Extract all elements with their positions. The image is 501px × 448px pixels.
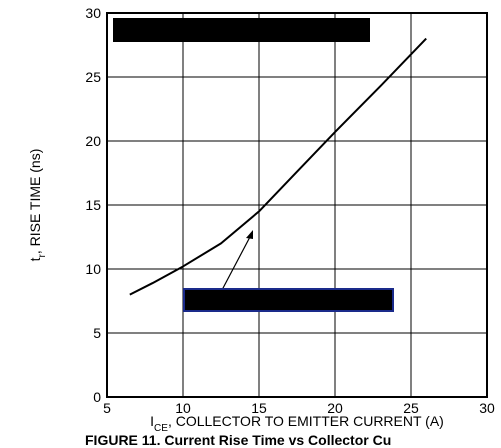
x-axis-label: ICE, COLLECTOR TO EMITTER CURRENT (A) <box>150 413 444 434</box>
y-tick-label: 25 <box>85 69 101 85</box>
caption: FIGURE 11. Current Rise Time vs Collecto… <box>85 432 391 448</box>
x-tick-label: 20 <box>327 400 343 416</box>
grid <box>106 12 488 398</box>
y-label-sub: r <box>37 254 48 258</box>
x-label-rest: , COLLECTOR TO EMITTER CURRENT (A) <box>168 413 444 429</box>
x-label-main: I <box>150 413 154 429</box>
y-tick-label: 10 <box>85 261 101 277</box>
annotation-arrow <box>221 234 252 291</box>
x-tick-label: 15 <box>251 400 267 416</box>
plot <box>129 37 427 296</box>
y-tick-label: 0 <box>93 389 101 405</box>
x-tick-label: 25 <box>403 400 419 416</box>
x-label-sub: CE <box>154 423 168 434</box>
x-tick-label: 5 <box>103 400 111 416</box>
y-label-rest: , RISE TIME (ns) <box>27 149 43 255</box>
plot-frame <box>106 12 488 398</box>
y-tick-label: 5 <box>93 325 101 341</box>
y-label-main: t <box>27 257 43 261</box>
data-line <box>129 37 427 296</box>
y-tick-label: 30 <box>85 5 101 21</box>
x-tick-label: 10 <box>175 400 191 416</box>
x-tick-label: 30 <box>479 400 495 416</box>
y-axis-label: tr, RISE TIME (ns) <box>27 149 48 262</box>
redaction <box>183 288 394 312</box>
y-tick-label: 15 <box>85 197 101 213</box>
y-tick-label: 20 <box>85 133 101 149</box>
arrowhead <box>246 230 253 239</box>
redaction <box>113 18 370 42</box>
